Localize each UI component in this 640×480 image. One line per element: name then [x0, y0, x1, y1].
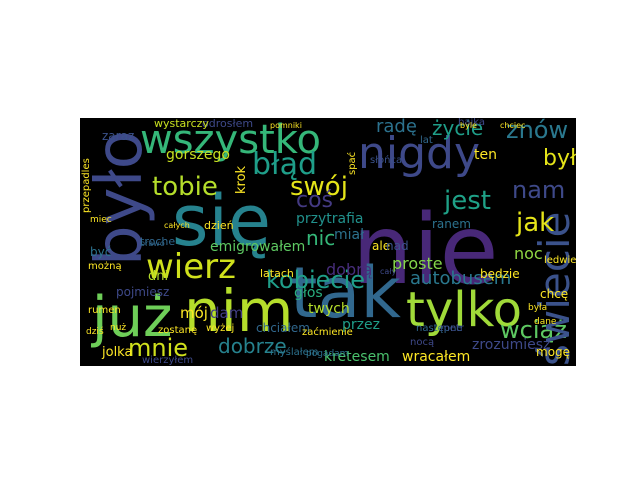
cloud-word: słońca: [370, 155, 403, 166]
cloud-word: brawo: [140, 239, 165, 248]
cloud-word: miec: [90, 215, 112, 225]
cloud-word: kretesem: [324, 349, 390, 365]
cloud-word: byle: [460, 121, 477, 130]
cloud-word: jak: [516, 208, 555, 238]
cloud-word: lat: [420, 135, 433, 146]
cloud-word: jest: [444, 186, 491, 216]
cloud-word: proste: [392, 254, 443, 273]
cloud-word: jolka: [102, 345, 133, 360]
cloud-word: mnie: [128, 334, 189, 362]
cloud-word: twych: [308, 301, 350, 317]
cloud-word: zaraz: [102, 129, 135, 143]
cloud-word: emigrowałem: [210, 239, 306, 255]
cloud-word: rumen: [88, 305, 121, 316]
cloud-word: pojmiesz: [116, 285, 170, 299]
cloud-word: wszystko: [140, 118, 321, 163]
cloud-word: wierz: [146, 247, 236, 287]
cloud-word: przepadles: [81, 158, 92, 213]
cloud-word: życie: [432, 118, 484, 140]
cloud-word: tylko: [406, 282, 523, 338]
cloud-word: ale: [372, 239, 391, 253]
cloud-word: ten: [474, 147, 497, 163]
cloud-word: zrozumiesz: [472, 337, 551, 353]
cloud-word: bajka: [458, 118, 485, 128]
cloud-word: krok: [234, 165, 249, 194]
cloud-word: nic: [306, 226, 336, 250]
cloud-word: mogę: [536, 345, 571, 359]
cloud-word: mój: [180, 304, 208, 322]
cloud-word: coś: [296, 188, 334, 213]
cloud-word: latach: [260, 267, 294, 280]
cloud-word: wyżej: [206, 323, 235, 334]
cloud-word: troche: [140, 235, 176, 248]
cloud-word: kobiecie: [266, 266, 366, 294]
cloud-word: dobrą: [326, 260, 373, 279]
cloud-word: przez: [342, 317, 380, 333]
cloud-word: dam: [210, 304, 244, 322]
cloud-word: dane: [534, 317, 557, 327]
cloud-word: będzie: [480, 267, 520, 281]
cloud-word: nuż: [110, 323, 127, 333]
cloud-word: dni: [148, 269, 169, 284]
cloud-word: gorszego: [166, 147, 230, 163]
cloud-word: pomniki: [270, 121, 302, 130]
cloud-word: następne: [416, 323, 463, 334]
cloud-word: radę: [376, 118, 417, 137]
cloud-word: ledwie: [544, 255, 576, 266]
cloud-word: autobusem: [410, 268, 512, 289]
cloud-word: miał: [334, 227, 365, 243]
cloud-word: wierzyłem: [142, 355, 194, 366]
cloud-word: chciec: [500, 121, 526, 130]
cloud-word: nie: [352, 194, 499, 306]
cloud-word: całych: [164, 221, 190, 230]
cloud-word: nim: [184, 277, 294, 345]
cloud-word: być: [90, 245, 112, 259]
cloud-word: myślałem: [270, 347, 319, 358]
cloud-word: odrosłem: [202, 118, 254, 130]
cloud-word: chciałem: [256, 321, 310, 335]
cloud-word: przytrafia: [296, 211, 364, 227]
word-cloud: nie się tak było nim już nigdy tylko wszystko wie…: [80, 118, 576, 366]
cloud-word: dziś: [86, 327, 104, 337]
cloud-word: swój: [290, 172, 348, 202]
cloud-word: już: [92, 285, 173, 350]
cloud-word: chcę: [540, 287, 569, 301]
cloud-word: znów: [506, 118, 569, 144]
cloud-word: wciąż: [500, 316, 567, 344]
cloud-word: nigdy: [358, 128, 481, 179]
cloud-word: tak: [290, 252, 401, 334]
cloud-word: ranem: [432, 217, 471, 231]
cloud-word: była: [528, 303, 548, 313]
cloud-word: błąd: [252, 147, 317, 182]
cloud-word: pogadam: [306, 349, 349, 359]
cloud-word: tobie: [152, 172, 218, 202]
cloud-word: spać: [347, 151, 358, 175]
cloud-word: wracałem: [402, 349, 471, 365]
cloud-word: nocą: [410, 337, 435, 348]
cloud-word: dzień: [204, 219, 234, 232]
cloud-word: nam: [512, 176, 566, 204]
cloud-word: możną: [88, 261, 122, 272]
cloud-word: cały: [380, 267, 397, 276]
cloud-word: zostanę: [158, 325, 198, 336]
cloud-word: nad: [386, 239, 409, 253]
cloud-word: zaćmienie: [302, 327, 353, 338]
cloud-word: był: [543, 146, 576, 171]
cloud-word: dobrze: [218, 334, 287, 358]
cloud-word: wystarczy: [154, 118, 209, 130]
cloud-word: noc: [514, 244, 543, 263]
cloud-word: głos: [294, 285, 323, 301]
cloud-word: metr: [440, 323, 464, 334]
cloud-word: się: [172, 180, 271, 262]
